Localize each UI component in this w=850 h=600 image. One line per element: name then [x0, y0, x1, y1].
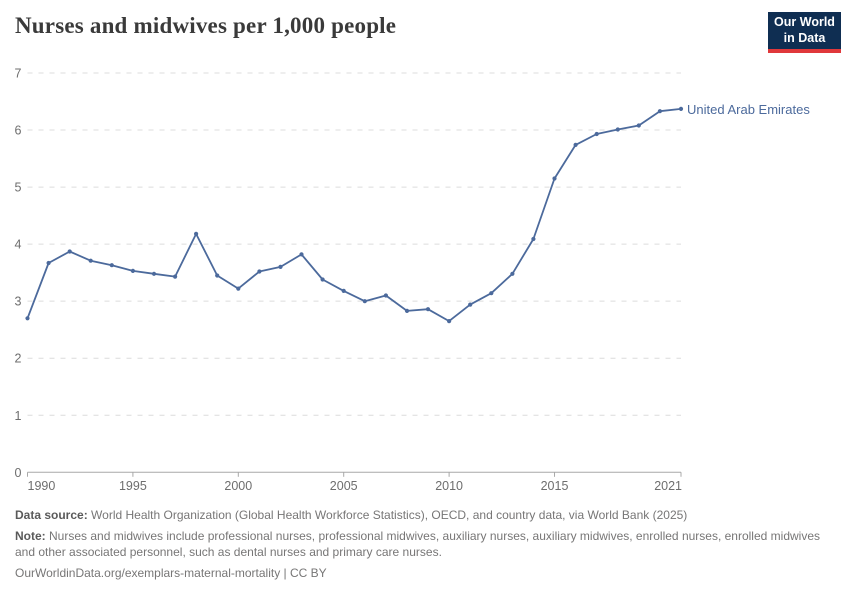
x-axis-tick-label: 2000 — [224, 479, 252, 493]
data-point — [489, 291, 494, 296]
data-point — [151, 271, 157, 276]
owid-logo-red-stripe — [768, 49, 841, 53]
data-point — [67, 249, 72, 254]
note-row: Note: Nurses and midwives include profes… — [15, 528, 835, 560]
data-source-label: Data source: — [15, 508, 88, 522]
line-chart-canvas: 0 1 2 3 4 5 6 7 1990 1995 2000 2005 2010 2015 2021 — [15, 67, 684, 493]
note-label: Note: — [15, 529, 46, 544]
data-source-text: World Health Organization (Global Health… — [87, 508, 688, 522]
data-point — [236, 286, 241, 291]
x-axis-tick-label: 2005 — [330, 479, 358, 493]
y-axis-tick-label: 3 — [15, 295, 22, 309]
data-point — [447, 319, 452, 324]
data-point — [109, 263, 114, 268]
data-point — [88, 258, 93, 263]
owid-logo-box: Our World in Data — [768, 12, 841, 49]
y-axis-tick-label: 2 — [15, 352, 22, 366]
owid-logo-line1: Our World — [774, 15, 835, 30]
data-point — [215, 273, 220, 278]
y-axis-tick-label: 4 — [15, 238, 22, 252]
data-point — [25, 316, 30, 321]
data-point — [362, 299, 367, 304]
data-point — [320, 277, 325, 282]
data-point — [130, 268, 135, 273]
data-point — [468, 302, 473, 307]
data-point — [678, 106, 684, 111]
x-axis-tick-label: 1990 — [28, 479, 56, 493]
y-axis-tick-label: 6 — [15, 124, 22, 138]
x-axis-tick-label: 2015 — [541, 479, 569, 493]
x-axis-tick-label: 2021 — [654, 479, 682, 493]
data-point — [552, 176, 557, 181]
data-point — [425, 307, 431, 312]
owid-logo-line2: in Data — [783, 30, 826, 45]
data-point — [341, 288, 346, 293]
data-point — [194, 231, 199, 236]
data-point — [383, 293, 388, 298]
data-point — [257, 269, 262, 274]
data-point — [404, 308, 410, 313]
owid-logo[interactable]: Our World in Data — [768, 12, 841, 53]
data-point — [510, 271, 515, 276]
y-axis-tick-label: 1 — [15, 409, 22, 423]
data-point — [657, 109, 663, 114]
owid-citation-link[interactable]: OurWorldinData.org/exemplars-maternal-mo… — [15, 566, 327, 581]
data-point — [46, 260, 51, 266]
page-title: Nurses and midwives per 1,000 people — [15, 13, 397, 38]
x-axis-tick-label: 2010 — [435, 479, 463, 493]
data-point — [278, 264, 283, 269]
data-point — [299, 252, 304, 257]
data-point — [531, 236, 536, 242]
chart-footer: Data source: World Health Organization (… — [15, 507, 835, 586]
data-point — [573, 142, 578, 147]
note-text: Nurses and midwives include professional… — [15, 529, 820, 560]
data-point — [615, 127, 620, 132]
series-label-united-arab-emirates: United Arab Emirates — [687, 102, 810, 117]
data-source-row: Data source: World Health Organization (… — [15, 507, 835, 523]
data-point — [173, 274, 178, 279]
y-axis-tick-label: 5 — [15, 181, 22, 195]
series-line — [26, 108, 682, 323]
data-point — [636, 123, 641, 128]
x-axis-tick-label: 1995 — [119, 479, 147, 493]
y-axis-tick-label: 0 — [15, 466, 22, 480]
data-point — [594, 131, 599, 137]
y-axis-tick-label: 7 — [15, 67, 22, 81]
